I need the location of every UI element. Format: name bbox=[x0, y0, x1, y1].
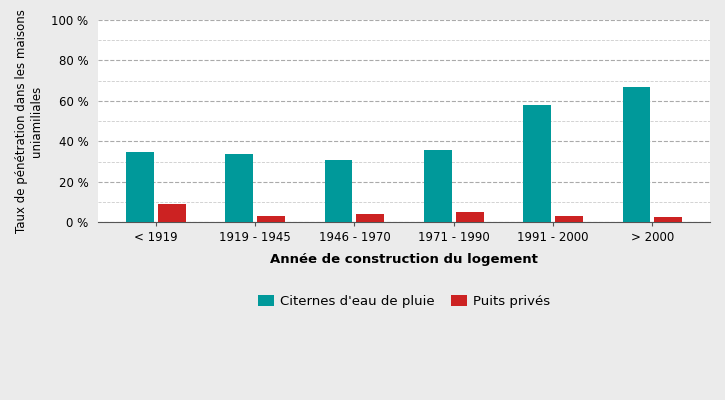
Bar bbox=[225, 154, 253, 222]
Bar bbox=[655, 217, 682, 222]
Bar bbox=[424, 150, 452, 222]
Bar bbox=[357, 214, 384, 222]
Legend: Citernes d'eau de pluie, Puits privés: Citernes d'eau de pluie, Puits privés bbox=[252, 290, 555, 313]
Bar bbox=[257, 216, 285, 222]
Bar bbox=[126, 152, 154, 222]
X-axis label: Année de construction du logement: Année de construction du logement bbox=[270, 253, 538, 266]
Bar bbox=[555, 216, 583, 222]
Bar bbox=[158, 204, 186, 222]
Bar bbox=[456, 212, 484, 222]
Bar bbox=[325, 160, 352, 222]
Y-axis label: Taux de pénétration dans les maisons
uniamiliales: Taux de pénétration dans les maisons uni… bbox=[15, 9, 43, 233]
Bar bbox=[523, 105, 551, 222]
Bar bbox=[623, 87, 650, 222]
